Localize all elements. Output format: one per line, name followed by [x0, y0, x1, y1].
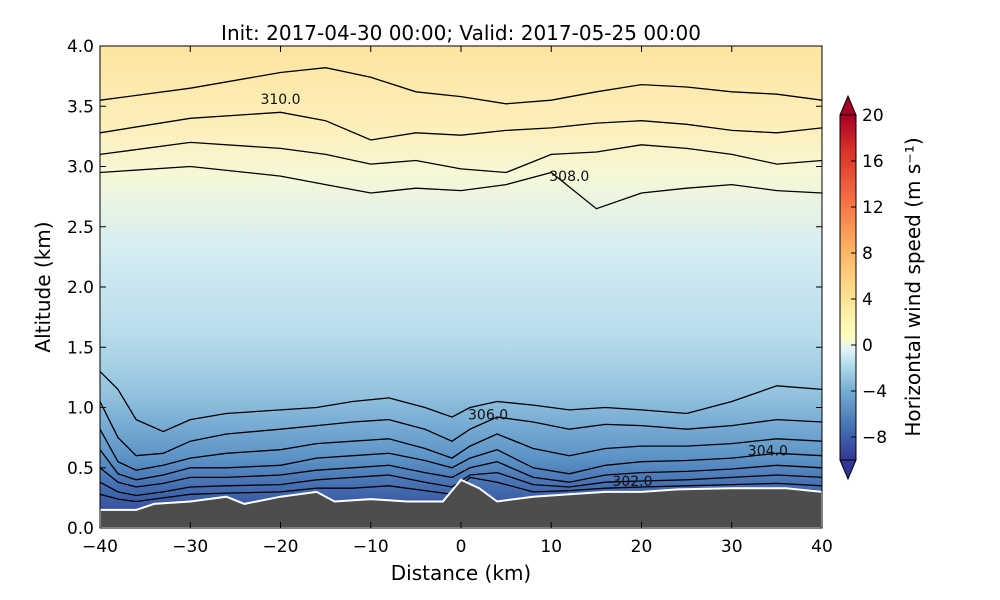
theta-contour-0 — [100, 67, 822, 105]
y-tick-label-4: 2.0 — [67, 278, 94, 298]
x-tick-label-2: −20 — [263, 537, 299, 557]
colorbar-tick-label-2: 0 — [862, 336, 873, 356]
contour-label-4: 302.0 — [612, 474, 652, 490]
contour-label-1: 308.0 — [549, 169, 589, 185]
colorbar-tick-label-3: 4 — [862, 290, 873, 310]
x-tick-label-4: 0 — [456, 537, 467, 557]
theta-contour-5 — [100, 401, 822, 457]
y-tick-label-5: 2.5 — [67, 218, 94, 238]
contour-label-2: 306.0 — [468, 408, 508, 424]
chart-title: Init: 2017-04-30 00:00; Valid: 2017-05-2… — [221, 21, 701, 45]
theta-contour-9 — [100, 471, 822, 497]
colorbar-tick-label-4: 8 — [862, 244, 873, 264]
x-tick-label-6: 20 — [631, 537, 653, 557]
theta-contour-10 — [100, 476, 822, 503]
contour-label-3: 304.0 — [748, 444, 788, 460]
theta-contour-2 — [100, 141, 822, 174]
colorbar-tick-label-6: 16 — [862, 152, 884, 172]
y-tick-label-1: 0.5 — [67, 459, 94, 479]
x-tick-label-0: −40 — [82, 537, 118, 557]
terrain — [100, 478, 822, 528]
colorbar-bottom-arrow — [839, 459, 857, 481]
x-tick-label-1: −30 — [172, 537, 208, 557]
x-tick-label-8: 40 — [811, 537, 833, 557]
theta-contour-4 — [100, 370, 822, 433]
colorbar-body — [839, 114, 857, 461]
colorbar: −8 −4 0 4 8 12 16 20 Horizontal wind speed (m s… — [839, 94, 925, 481]
x-axis-ticks: −40 −30 −20 −10 0 10 20 30 40 — [82, 46, 833, 557]
y-tick-label-6: 3.0 — [67, 158, 94, 178]
theta-contour-1 — [100, 111, 822, 141]
x-tick-label-5: 10 — [540, 537, 562, 557]
y-axis-label: Altitude (km) — [31, 221, 55, 352]
y-axis-ticks: 0.0 0.5 1.0 1.5 2.0 2.5 3.0 3.5 4.0 — [67, 37, 822, 539]
colorbar-tick-label-1: −4 — [862, 382, 887, 402]
colorbar-tick-label-0: −8 — [862, 428, 887, 448]
theta-contour-3 — [100, 165, 822, 210]
y-tick-label-0: 0.0 — [67, 519, 94, 539]
theta-contour-8 — [100, 461, 822, 488]
x-tick-label-7: 30 — [721, 537, 743, 557]
theta-contour-7 — [100, 449, 822, 481]
y-tick-label-2: 1.0 — [67, 399, 94, 419]
plot-area — [100, 46, 822, 528]
y-tick-label-7: 3.5 — [67, 97, 94, 117]
colorbar-tick-label-7: 20 — [862, 106, 884, 126]
x-tick-label-3: −10 — [353, 537, 389, 557]
colorbar-ticks: −8 −4 0 4 8 12 16 20 — [851, 106, 887, 448]
theta-contour-6 — [100, 428, 822, 471]
contour-label-0: 310.0 — [260, 92, 300, 108]
colorbar-top-arrow — [839, 94, 857, 116]
y-tick-label-8: 4.0 — [67, 37, 94, 57]
contour-labels: 310.0 308.0 306.0 304.0 302.0 — [260, 92, 787, 490]
x-axis-label: Distance (km) — [391, 561, 531, 585]
theta-contours — [100, 67, 822, 503]
y-tick-label-3: 1.5 — [67, 338, 94, 358]
colorbar-label: Horizontal wind speed (m s⁻¹) — [901, 137, 925, 436]
colorbar-tick-label-5: 12 — [862, 198, 884, 218]
